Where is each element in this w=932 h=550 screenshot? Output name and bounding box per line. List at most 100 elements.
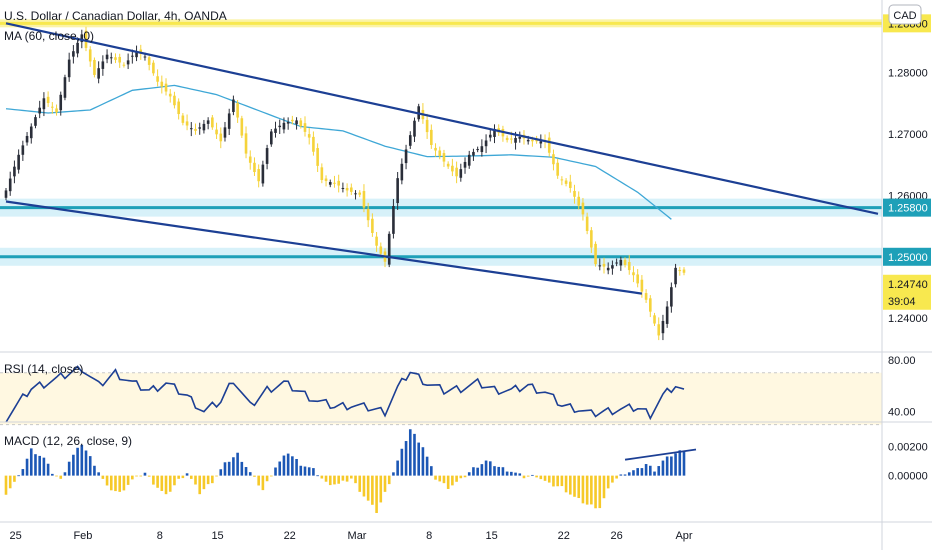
macd-histogram-bar <box>76 447 79 476</box>
macd-histogram-bar <box>581 475 585 504</box>
candle-body <box>430 129 433 145</box>
candle-body <box>493 129 496 137</box>
candle-body <box>42 98 46 110</box>
macd-histogram-bar <box>8 475 12 489</box>
macd-histogram-bar <box>611 475 614 483</box>
candle-body <box>459 169 463 178</box>
candle-body <box>274 128 277 133</box>
macd-histogram-bar <box>417 442 421 476</box>
macd-histogram-bar <box>560 475 564 487</box>
candle-body <box>21 145 25 155</box>
macd-histogram-bar <box>653 471 656 476</box>
macd-histogram-bar <box>623 474 627 476</box>
candle-body <box>131 55 134 57</box>
candle-body <box>257 169 260 182</box>
candle-body <box>105 54 109 60</box>
macd-histogram-bar <box>93 465 96 476</box>
time-tick-label: 8 <box>426 530 432 542</box>
candle-body <box>139 49 143 54</box>
candle-body <box>219 133 223 142</box>
candle-body <box>265 148 269 164</box>
macd-histogram-bar <box>539 475 543 480</box>
macd-histogram-bar <box>253 475 256 477</box>
candle-body <box>354 193 357 195</box>
macd-histogram-bar <box>493 466 496 476</box>
macd-histogram-bar <box>535 475 538 478</box>
candle-body <box>185 121 189 126</box>
macd-histogram-bar <box>13 475 16 482</box>
macd-histogram-bar <box>80 444 84 476</box>
macd-histogram-bar <box>556 475 559 487</box>
candle-body <box>560 179 564 181</box>
macd-histogram-bar <box>46 463 50 476</box>
candle-body <box>303 123 307 132</box>
candle-body <box>438 150 442 157</box>
macd-histogram-bar <box>371 475 374 505</box>
macd-histogram-bar <box>522 475 526 479</box>
candle-body <box>463 161 467 168</box>
candle-body <box>526 139 530 142</box>
macd-histogram-bar <box>109 475 113 491</box>
candle-body <box>46 96 50 103</box>
candle-body <box>649 298 652 312</box>
candle-body <box>156 76 159 82</box>
macd-histogram-bar <box>615 475 618 479</box>
candle-body <box>408 135 412 146</box>
channel-upper-trendline[interactable] <box>5 22 879 215</box>
time-axis[interactable] <box>0 522 882 550</box>
candle-body <box>611 265 614 269</box>
candle-body <box>665 306 669 324</box>
macd-histogram-bar <box>488 461 492 476</box>
macd-histogram-bar <box>295 459 298 476</box>
macd-histogram-bar <box>232 457 235 476</box>
candle-body <box>227 113 231 129</box>
macd-histogram-bar <box>160 475 164 491</box>
candle-body <box>653 315 656 324</box>
candle-body <box>590 230 593 248</box>
candle-body <box>472 151 475 156</box>
candle-body <box>295 120 298 125</box>
candle-body <box>160 81 164 87</box>
candle-body <box>282 122 286 130</box>
bar-countdown-tag <box>883 291 931 310</box>
candle-body <box>189 128 193 130</box>
macd-histogram-bar <box>627 472 631 476</box>
macd-histogram-bar <box>518 473 522 476</box>
candle-body <box>223 127 227 138</box>
candle-body <box>291 119 294 122</box>
macd-histogram-bar <box>649 465 652 476</box>
macd-histogram-bar <box>101 475 105 479</box>
macd-histogram-bar <box>97 472 100 476</box>
macd-histogram-bar <box>152 475 155 485</box>
macd-histogram-bar <box>185 473 189 476</box>
candle-body <box>585 216 589 231</box>
macd-histogram-bar <box>476 467 479 476</box>
candle-body <box>598 265 602 267</box>
candle-body <box>674 267 677 285</box>
candle-body <box>25 135 29 143</box>
channel-lower-trendline[interactable] <box>5 200 643 295</box>
macd-histogram-bar <box>215 475 218 477</box>
macd-histogram-bar <box>269 475 273 477</box>
macd-divergence-line[interactable] <box>624 448 697 461</box>
macd-histogram-bar <box>379 475 383 503</box>
macd-histogram-bar <box>434 475 437 480</box>
candle-body <box>564 180 568 184</box>
candle-body <box>80 34 84 43</box>
candle-body <box>333 182 336 184</box>
macd-histogram-bar <box>577 475 581 499</box>
macd-histogram-bar <box>446 475 450 489</box>
currency-badge[interactable]: CAD <box>888 4 922 25</box>
candle-body <box>404 149 408 164</box>
candle-body <box>67 59 71 78</box>
macd-histogram-bar <box>467 472 471 476</box>
macd-histogram-bar <box>590 475 593 505</box>
macd-histogram-bar <box>72 454 75 476</box>
time-tick-label: 22 <box>284 530 296 542</box>
macd-histogram-bar <box>585 475 589 505</box>
macd-histogram-bar <box>42 457 46 476</box>
candle-body <box>366 208 370 221</box>
macd-histogram-bar <box>510 471 513 476</box>
macd-histogram-bar <box>514 472 517 476</box>
